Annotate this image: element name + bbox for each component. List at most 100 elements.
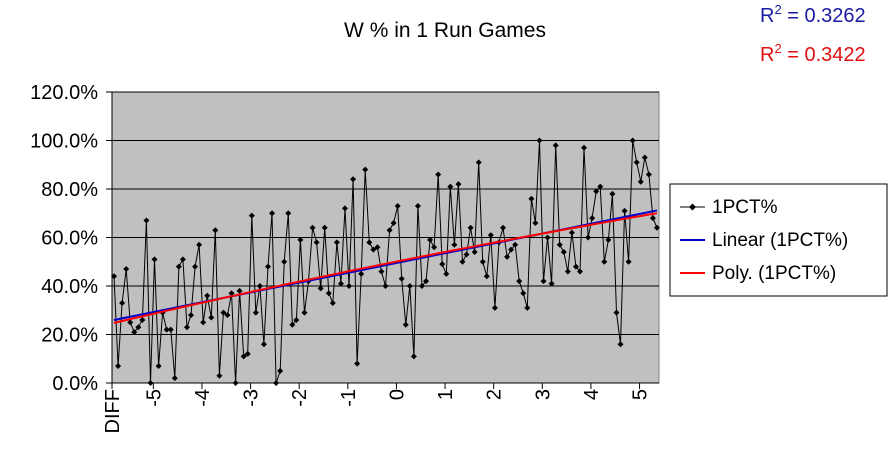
data-point: [358, 270, 365, 277]
data-point: [139, 316, 146, 323]
data-point: [232, 380, 239, 386]
y-tick-label: 0.0%: [52, 373, 98, 395]
data-point: [435, 171, 442, 178]
data-point: [147, 380, 154, 386]
data-point: [350, 176, 357, 183]
data-point: [204, 292, 211, 299]
data-point: [406, 283, 413, 289]
data-point: [293, 316, 300, 323]
data-point: [269, 210, 276, 217]
r2-linear: R2 = 0.3262: [760, 2, 866, 27]
y-tick-label: 20.0%: [41, 325, 98, 347]
data-point: [175, 263, 182, 270]
chart-title: W % in 1 Run Games: [344, 19, 546, 42]
data-point: [512, 241, 519, 248]
data-point: [248, 212, 255, 219]
data-point: [568, 229, 575, 236]
data-point: [601, 258, 608, 265]
data-point: [609, 190, 616, 197]
data-point: [285, 210, 292, 217]
data-point: [649, 215, 656, 222]
data-point: [192, 263, 199, 270]
data-point: [508, 246, 515, 253]
data-point: [208, 314, 215, 321]
data-point: [536, 137, 543, 144]
data-point: [585, 234, 592, 241]
x-tick-label: 0: [386, 389, 408, 400]
x-tick-label: 4: [581, 389, 603, 400]
data-point: [143, 217, 150, 224]
y-tick-label: 80.0%: [41, 179, 98, 201]
data-point: [179, 256, 186, 263]
data-point: [297, 236, 304, 243]
data-point: [346, 283, 353, 289]
data-point: [431, 244, 438, 251]
data-point: [240, 353, 247, 360]
data-point: [277, 367, 284, 374]
data-point: [313, 239, 320, 246]
data-point: [410, 353, 417, 360]
data-point: [155, 363, 162, 370]
data-point: [216, 372, 223, 379]
data-point: [589, 215, 596, 222]
data-point: [625, 258, 632, 265]
data-point: [333, 239, 340, 246]
data-point: [423, 278, 430, 285]
data-point: [617, 341, 624, 348]
y-tick-label: 60.0%: [41, 228, 98, 250]
data-point: [382, 283, 389, 289]
data-point: [321, 224, 328, 231]
legend-label-1pct: 1PCT%: [712, 197, 778, 218]
data-point: [220, 309, 227, 316]
x-tick-label: 5: [630, 389, 652, 400]
data-point: [418, 283, 425, 289]
data-point: [576, 268, 583, 275]
data-point: [370, 246, 377, 253]
y-tick-label: 40.0%: [41, 276, 98, 298]
data-point: [362, 166, 369, 173]
data-point: [540, 278, 547, 285]
data-point: [374, 244, 381, 251]
r2-linear-symbol: R: [760, 5, 774, 27]
x-tick-label: -3: [241, 389, 263, 407]
data-point: [641, 154, 648, 161]
data-point: [163, 326, 170, 333]
data-point: [289, 321, 296, 328]
data-point: [256, 283, 263, 289]
data-point: [386, 227, 393, 234]
data-point: [212, 227, 219, 234]
data-point: [471, 249, 478, 256]
data-point: [196, 241, 203, 248]
data-point: [252, 309, 259, 316]
data-point: [459, 258, 466, 265]
x-tick-label: DIFF: [102, 389, 124, 433]
data-point: [366, 239, 373, 246]
series-poly-trend: [113, 212, 658, 324]
data-point: [524, 304, 531, 311]
data-point: [447, 183, 454, 190]
data-point: [115, 363, 122, 370]
data-point: [532, 219, 539, 226]
data-point: [309, 224, 316, 231]
legend-label-poly: Poly. (1PCT%): [712, 263, 836, 284]
data-point: [224, 312, 231, 319]
data-point: [171, 375, 178, 382]
data-point: [123, 266, 130, 273]
r2-linear-value: = 0.3262: [782, 5, 866, 27]
data-point: [317, 285, 324, 292]
x-tick-label: -4: [192, 389, 214, 407]
data-point: [633, 159, 640, 166]
legend: 1PCT% Linear (1PCT%) Poly. (1PCT%): [669, 183, 888, 297]
y-tick-label: 120.0%: [30, 82, 98, 104]
data-point: [236, 287, 243, 294]
data-point: [516, 278, 523, 285]
x-tick-label: -5: [143, 389, 165, 407]
r2-poly-exponent: 2: [774, 41, 781, 56]
data-point: [637, 178, 644, 185]
legend-marker-1pct: [689, 203, 696, 211]
legend-label-linear: Linear (1PCT%): [712, 230, 848, 251]
gridlines: [112, 91, 659, 335]
data-point: [645, 171, 652, 178]
data-point: [552, 142, 559, 149]
